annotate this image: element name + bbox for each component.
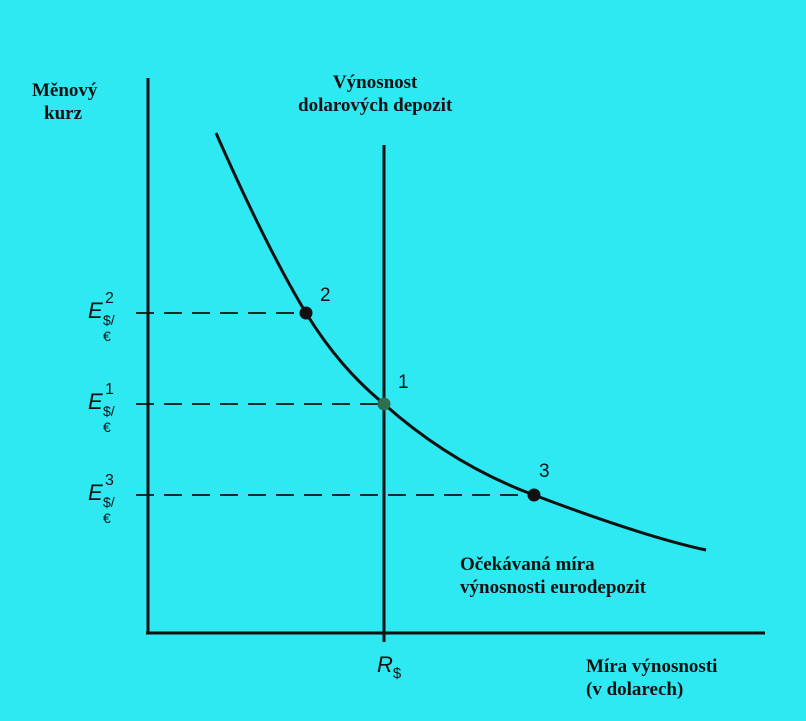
level-label-1-sup: 1 [105,381,114,398]
level-label-2-main: E [88,298,103,323]
y-axis-label-line2: kurz [44,102,82,124]
y-axis-label-line1: Měnový [32,80,98,101]
curve-label: Očekávaná míra výnosnosti eurodepozit [460,554,646,600]
x-tick-label-sub: $ [392,665,402,682]
point-number-2: 2 [320,285,331,306]
equilibrium-point-3 [527,488,541,502]
level-label-2-sup: 2 [105,290,114,307]
level-label-3-sub: $/€ [103,494,115,526]
curve-label-line1: Očekávaná míra [460,554,595,575]
y-axis-label: Měnový kurz [32,80,97,126]
curve-label-line2: výnosnosti eurodepozit [460,576,646,598]
level-label-3: E 3 $/€ [88,472,115,526]
vertical-line-label: Výnosnost dolarových depozit [298,72,452,118]
level-label-3-main: E [88,480,103,505]
euro-deposit-return-curve [214,132,707,552]
level-label-2-sub: $/€ [103,312,115,344]
level-label-2: E 2 $/€ [88,290,115,344]
level-label-1-main: E [88,389,103,414]
equilibrium-point-2 [299,306,313,320]
vertical-line-label-line1: Výnosnost [332,72,418,93]
point-number-3: 3 [539,461,550,482]
x-axis-label-line2: (v dolarech) [586,678,684,700]
vertical-line-label-line2: dolarových depozit [298,94,453,116]
level-label-3-sup: 3 [105,472,114,489]
x-axis-label: Míra výnosnosti (v dolarech) [586,656,717,702]
level-label-1-sub: $/€ [103,403,115,435]
equilibrium-point-1 [377,397,391,411]
point-number-1: 1 [398,372,409,393]
level-label-1: E 1 $/€ [88,381,115,435]
x-tick-label-r-dollar: R$ [377,652,401,682]
x-axis-label-line1: Míra výnosnosti [586,656,718,677]
x-tick-label-main: R [377,652,393,677]
